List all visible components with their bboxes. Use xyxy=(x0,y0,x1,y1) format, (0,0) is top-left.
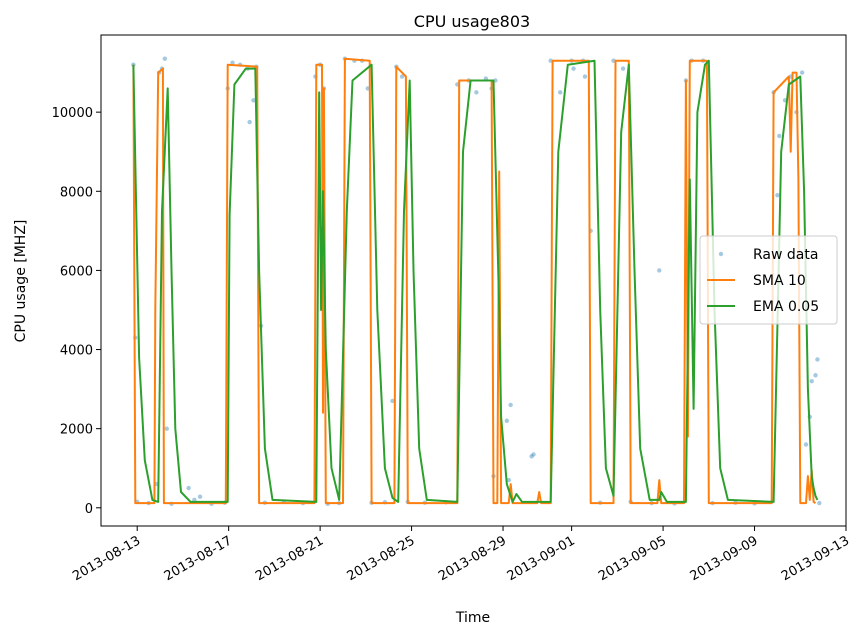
ema-0-05-line xyxy=(132,59,819,503)
raw-data-point xyxy=(620,66,626,71)
raw-data-point xyxy=(186,485,191,491)
raw-data-point xyxy=(799,70,805,75)
raw-data-point xyxy=(506,477,511,483)
raw-data-point xyxy=(474,90,479,95)
raw-data-point xyxy=(247,119,252,125)
raw-data-point xyxy=(508,402,513,408)
y-axis-label: CPU usage [MHZ] xyxy=(13,220,29,343)
raw-data-point xyxy=(803,442,809,447)
raw-data-point xyxy=(131,62,136,67)
raw-data-point xyxy=(531,452,536,457)
raw-data-point xyxy=(571,66,576,71)
legend-label: Raw data xyxy=(753,247,818,263)
y-tick-label: 8000 xyxy=(60,185,93,200)
raw-data-point xyxy=(251,98,256,103)
raw-data-point xyxy=(504,418,510,423)
raw-data-point xyxy=(817,500,822,506)
y-tick-label: 10000 xyxy=(52,106,93,121)
raw-data-point xyxy=(815,357,820,362)
legend-label: SMA 10 xyxy=(753,273,806,289)
x-axis-label: Time xyxy=(455,610,490,626)
y-tick-label: 0 xyxy=(85,502,93,517)
raw-data-point xyxy=(230,60,235,65)
legend-label: EMA 0.05 xyxy=(753,299,819,315)
raw-data-point xyxy=(390,398,395,404)
raw-data-point xyxy=(164,426,169,431)
raw-data-point xyxy=(529,454,534,459)
sma-10-line xyxy=(132,57,817,505)
plot-area xyxy=(131,56,822,507)
y-tick-label: 2000 xyxy=(60,423,93,438)
y-tick-label: 6000 xyxy=(60,264,93,279)
raw-data-point xyxy=(557,90,563,95)
raw-data-point xyxy=(657,268,662,273)
axes-frame xyxy=(100,34,847,527)
raw-data-point xyxy=(399,74,405,79)
raw-data-point xyxy=(775,193,780,198)
legend: Raw data SMA 10 EMA 0.05 xyxy=(699,235,838,325)
legend-marker-raw-data xyxy=(718,251,724,257)
y-tick-label: 4000 xyxy=(60,344,93,359)
raw-data-point xyxy=(809,378,814,384)
raw-data-point xyxy=(197,494,203,499)
raw-data-point xyxy=(162,56,168,61)
raw-data-point xyxy=(813,373,818,378)
legend-box xyxy=(699,235,838,325)
chart-title: CPU usage803 xyxy=(414,12,530,31)
raw-data-point xyxy=(777,133,782,139)
raw-data-point xyxy=(582,74,588,79)
